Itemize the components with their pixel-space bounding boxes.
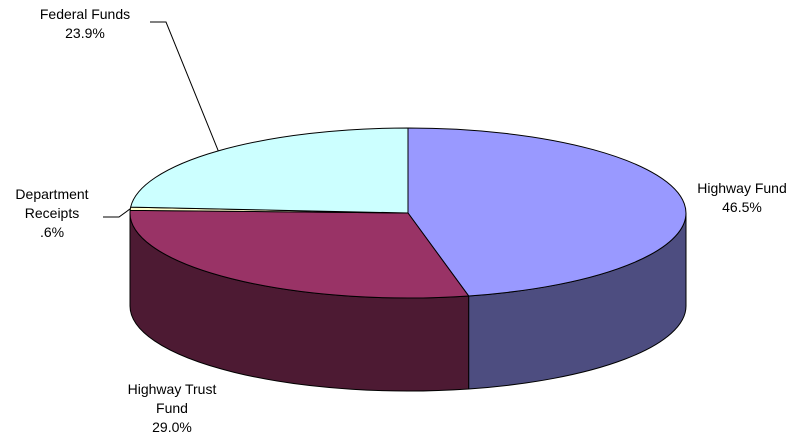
slice-highway-fund (407, 127, 687, 297)
label-line: 29.0% (152, 419, 192, 435)
label-federal-funds: Federal Funds 23.9% (40, 6, 130, 41)
label-department-receipts: Department Receipts .6% (15, 186, 88, 240)
label-line: Fund (156, 400, 188, 416)
label-line: Receipts (25, 205, 79, 221)
slice-federal-funds (130, 127, 409, 214)
label-highway-trust-fund: Highway Trust Fund 29.0% (128, 381, 217, 435)
slice-labels: Highway Fund 46.5% Highway Trust Fund 29.0% D… (15, 6, 786, 435)
label-highway-fund: Highway Fund 46.5% (697, 180, 787, 215)
label-line: 23.9% (65, 25, 105, 41)
label-line: 46.5% (722, 199, 762, 215)
label-line: Highway Trust (128, 381, 217, 397)
leader-lines (103, 21, 219, 218)
slice-highway-trust-fund (129, 209, 470, 299)
leader-line-federal-funds (150, 21, 219, 152)
label-line: Highway Fund (697, 180, 787, 196)
label-line: .6% (40, 224, 64, 240)
label-line: Federal Funds (40, 6, 130, 22)
leader-line-department-receipts (103, 208, 131, 218)
pie-slices (129, 127, 687, 299)
label-line: Department (15, 186, 88, 202)
